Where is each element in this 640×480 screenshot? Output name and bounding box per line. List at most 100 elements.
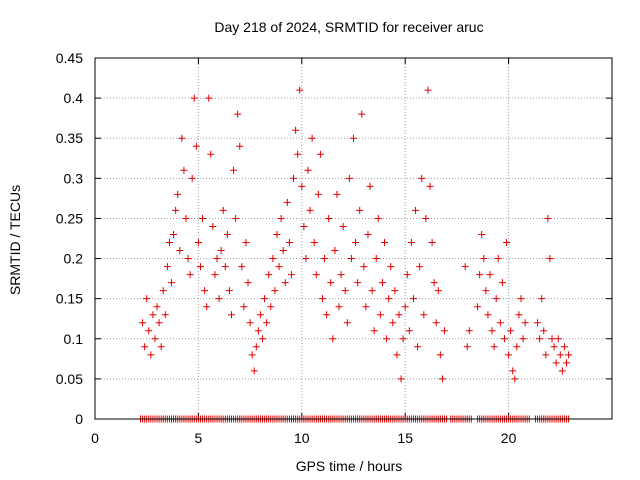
data-point xyxy=(261,295,269,303)
data-point xyxy=(432,319,440,327)
data-point xyxy=(343,319,351,327)
data-point xyxy=(374,214,382,222)
data-point xyxy=(238,263,246,271)
data-point xyxy=(515,311,523,319)
data-point xyxy=(465,327,473,335)
data-point xyxy=(306,206,314,214)
data-point xyxy=(312,271,320,279)
data-point xyxy=(277,214,285,222)
data-point xyxy=(254,327,262,335)
data-point xyxy=(503,239,511,247)
data-point xyxy=(163,263,171,271)
data-point xyxy=(345,174,353,182)
y-tick-label: 0 xyxy=(75,411,83,427)
data-point xyxy=(484,311,492,319)
data-point xyxy=(184,255,192,263)
data-point xyxy=(560,343,568,351)
data-point xyxy=(174,190,182,198)
data-point xyxy=(225,287,233,295)
data-point xyxy=(480,255,488,263)
data-point xyxy=(296,86,304,94)
data-point xyxy=(209,222,217,230)
data-point xyxy=(558,367,566,375)
data-point xyxy=(376,311,384,319)
data-points xyxy=(136,86,573,423)
grid xyxy=(95,58,612,419)
data-point xyxy=(182,214,190,222)
data-point xyxy=(565,351,573,359)
data-point xyxy=(196,263,204,271)
data-point xyxy=(155,319,163,327)
data-point xyxy=(542,351,550,359)
x-tick-label: 15 xyxy=(397,430,413,446)
data-point xyxy=(240,303,248,311)
data-point xyxy=(372,255,380,263)
data-point xyxy=(221,263,229,271)
data-point xyxy=(383,335,391,343)
data-point xyxy=(554,335,562,343)
data-point xyxy=(360,263,368,271)
data-point xyxy=(256,311,264,319)
data-point xyxy=(294,150,302,158)
data-point xyxy=(414,343,422,351)
chart-title: Day 218 of 2024, SRMTID for receiver aru… xyxy=(214,19,483,35)
data-point xyxy=(350,134,357,142)
plot-frame xyxy=(94,57,613,420)
data-point xyxy=(341,287,349,295)
data-point xyxy=(385,295,393,303)
data-point xyxy=(298,182,306,190)
data-point xyxy=(217,247,225,255)
data-point xyxy=(486,271,494,279)
data-point xyxy=(362,303,370,311)
data-point xyxy=(165,239,173,247)
data-point xyxy=(407,239,415,247)
x-tick-labels: 0 5 10 15 20 xyxy=(91,430,516,446)
data-point xyxy=(378,279,386,287)
data-point xyxy=(269,255,277,263)
x-axis-label: GPS time / hours xyxy=(296,458,403,474)
data-point xyxy=(246,319,254,327)
data-point xyxy=(230,166,238,174)
data-point xyxy=(290,174,298,182)
data-point xyxy=(496,319,504,327)
data-point xyxy=(172,206,180,214)
data-point xyxy=(323,311,331,319)
data-point xyxy=(536,335,544,343)
data-point xyxy=(490,343,498,351)
data-point xyxy=(236,142,244,150)
data-point xyxy=(300,222,308,230)
data-point xyxy=(412,206,420,214)
data-point xyxy=(223,230,231,238)
data-point xyxy=(354,279,362,287)
data-point xyxy=(339,222,347,230)
data-point xyxy=(161,311,169,319)
data-point xyxy=(259,335,267,343)
data-point xyxy=(364,230,372,238)
data-point xyxy=(521,319,529,327)
data-point xyxy=(389,319,397,327)
data-point xyxy=(205,94,213,102)
data-point xyxy=(314,190,322,198)
data-point xyxy=(381,239,389,247)
data-point xyxy=(211,271,219,279)
data-point xyxy=(327,279,335,287)
data-point xyxy=(403,271,411,279)
y-tick-labels: 0 0.05 0.1 0.15 0.2 0.25 0.3 0.35 0.4 0.45 xyxy=(56,50,83,427)
data-point xyxy=(318,295,326,303)
data-point xyxy=(424,86,432,94)
data-point xyxy=(347,255,355,263)
data-point xyxy=(434,287,442,295)
data-point xyxy=(548,335,556,343)
data-point xyxy=(511,375,519,383)
data-point xyxy=(430,279,438,287)
data-point xyxy=(405,327,413,335)
x-tick-label: 5 xyxy=(195,430,203,446)
data-point xyxy=(213,255,221,263)
data-point xyxy=(287,271,295,279)
data-point xyxy=(188,174,196,182)
data-point xyxy=(141,343,149,351)
data-point xyxy=(203,303,211,311)
data-point xyxy=(252,343,260,351)
data-point xyxy=(335,303,343,311)
